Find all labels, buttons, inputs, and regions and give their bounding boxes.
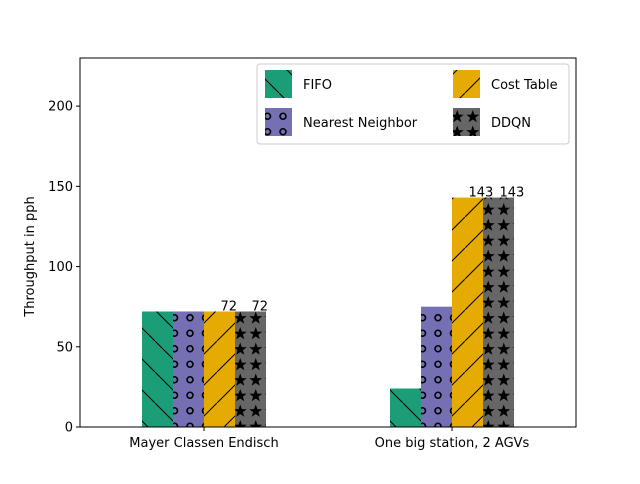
bar-hatch (204, 311, 235, 427)
legend-label: Cost Table (491, 78, 558, 93)
legend-box (256, 63, 570, 145)
legend-swatch-hatch (453, 70, 480, 98)
bar-hatch (142, 311, 173, 427)
legend-swatch-hatch (453, 108, 480, 136)
y-tick-label: 200 (48, 100, 73, 115)
y-tick-label: 100 (48, 260, 73, 275)
legend-label: Nearest Neighbor (303, 116, 418, 131)
y-tick-label: 50 (56, 340, 73, 355)
y-axis-label: Throughput in pph (23, 196, 38, 317)
plot-frame (79, 57, 577, 428)
data-label: 143 (469, 186, 494, 201)
data-label: 72 (252, 299, 269, 314)
legend-label: DDQN (491, 116, 531, 131)
y-tick-label: 0 (65, 421, 73, 436)
bar-hatch (173, 311, 204, 427)
x-tick-label: One big station, 2 AGVs (375, 436, 530, 451)
bar-hatch (421, 306, 452, 427)
data-label: 143 (500, 186, 525, 201)
legend-swatch-hatch (265, 108, 292, 136)
bar-hatch (452, 197, 483, 427)
bar-hatch (390, 388, 421, 427)
data-label: 72 (221, 299, 238, 314)
legend-label: FIFO (303, 78, 332, 93)
y-tick-label: 150 (48, 180, 73, 195)
legend-swatch-hatch (265, 70, 292, 98)
bar-hatch (483, 197, 514, 427)
bar-hatch (235, 311, 266, 427)
x-tick-label: Mayer Classen Endisch (129, 436, 278, 451)
